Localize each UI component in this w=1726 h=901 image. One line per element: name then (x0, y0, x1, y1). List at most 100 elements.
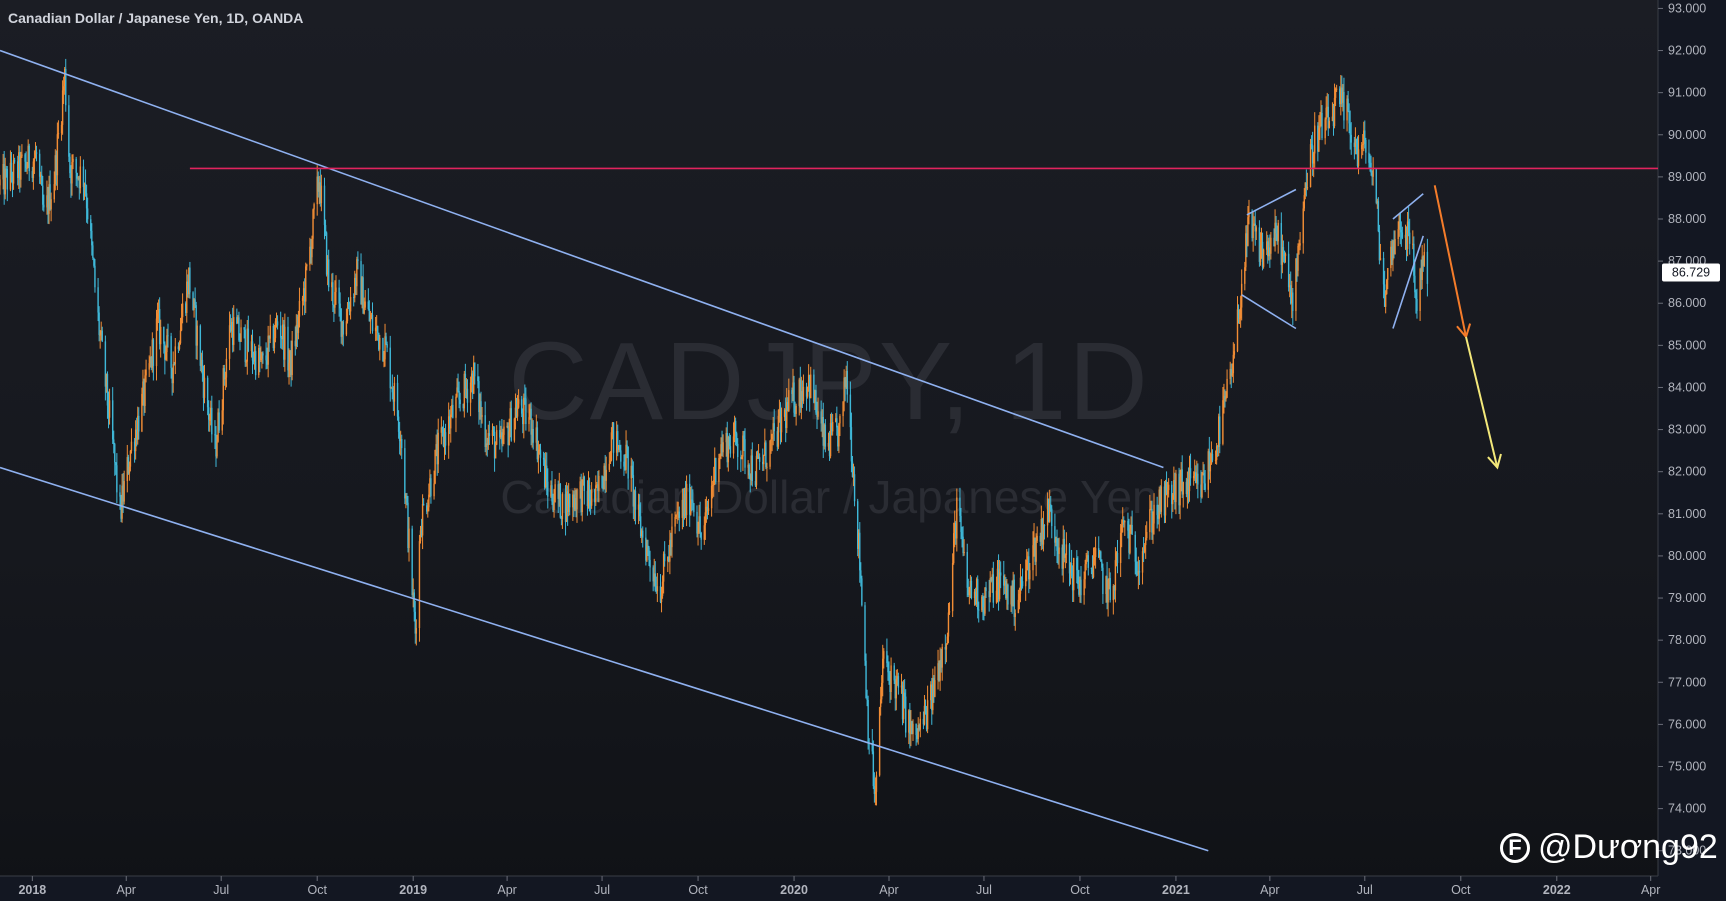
candle-body (1254, 223, 1256, 232)
candle-body (967, 587, 969, 596)
candle-body (1239, 307, 1242, 319)
candle-body (531, 428, 533, 435)
candle-body (214, 434, 216, 436)
candle-body (1027, 556, 1029, 561)
candle-body (1012, 579, 1014, 607)
candle-body (975, 579, 978, 605)
candle-body (159, 326, 162, 345)
candle-body (1048, 504, 1051, 522)
candle-body (835, 418, 837, 422)
candle-body (800, 391, 803, 408)
candle-body (875, 775, 878, 792)
author-badge: F @Dương92 (1500, 828, 1718, 867)
candle-body (513, 418, 516, 441)
candle-body (501, 432, 503, 444)
candle-body (1347, 98, 1349, 111)
candle-body (675, 514, 677, 518)
candle-body (795, 405, 797, 414)
candle-body (121, 485, 123, 519)
candle-body (557, 484, 559, 499)
candle-body (1214, 459, 1217, 461)
candle-body (155, 318, 158, 367)
candle-body (492, 429, 495, 432)
candle-body (1164, 481, 1167, 516)
candle-body (703, 525, 706, 540)
candle-body (1116, 553, 1119, 563)
candle-body (645, 537, 647, 561)
candle-body (539, 449, 542, 458)
candle-body (1011, 586, 1013, 607)
candle-body (1200, 484, 1202, 498)
candle-body (1397, 229, 1399, 240)
candle-body (873, 786, 876, 794)
candle-body (35, 152, 38, 154)
candle-body (711, 485, 714, 487)
candle-body (1167, 484, 1170, 491)
author-name: @Dương92 (1538, 828, 1718, 866)
candle-body (76, 172, 78, 179)
candle-body (1204, 483, 1206, 490)
candle-body (1324, 119, 1326, 139)
candle-body (187, 281, 189, 295)
candle-body (652, 567, 654, 582)
x-tick-label: Oct (1451, 883, 1471, 897)
candle-body (676, 512, 678, 515)
candle-body (463, 373, 466, 409)
candle-body (189, 267, 191, 293)
candle-body (985, 587, 987, 592)
candle-body (305, 266, 307, 302)
candle-body (1273, 237, 1275, 247)
candle-body (130, 441, 133, 451)
candle-body (1394, 239, 1396, 255)
candle-body (569, 494, 571, 508)
candle-body (193, 299, 195, 310)
candle-body (123, 481, 125, 502)
candle-body (991, 574, 993, 581)
candle-body (19, 152, 21, 180)
candle-body (603, 465, 605, 490)
candle-body (224, 377, 227, 380)
candle-body (339, 303, 341, 309)
candle-body (320, 185, 323, 204)
candle-body (368, 308, 371, 322)
candle-body (1159, 489, 1161, 512)
candle-body (82, 166, 85, 187)
projection-arrow (1465, 336, 1499, 468)
candle-body (874, 791, 877, 794)
candle-body (1057, 550, 1059, 554)
candle-body (1216, 446, 1219, 448)
candle-body (656, 586, 659, 592)
candle-body (725, 432, 727, 443)
candle-body (1320, 112, 1322, 127)
candle-body (65, 68, 67, 106)
candle-body (150, 356, 152, 368)
candle-body (1039, 535, 1041, 542)
y-tick-label: 76.000 (1668, 717, 1706, 731)
candle-body (1277, 222, 1279, 242)
candle-body (1255, 227, 1257, 232)
candle-body (1290, 285, 1292, 304)
candle-body (1280, 222, 1283, 265)
candle-body (1036, 535, 1038, 541)
candle-body (479, 401, 481, 413)
candle-body (418, 541, 421, 629)
candle-body (145, 369, 147, 376)
candle-body (104, 341, 107, 387)
candle-body (485, 443, 487, 448)
candle-body (85, 193, 88, 209)
candle-body (1305, 182, 1308, 189)
candle-body (1180, 469, 1182, 477)
candle-body (837, 427, 839, 447)
candle-body (196, 325, 198, 346)
candle-body (896, 676, 899, 680)
candle-body (297, 316, 300, 333)
y-tick-label: 92.000 (1668, 44, 1706, 58)
candle-body (772, 423, 774, 434)
candle-body (696, 511, 698, 534)
candle-body (1064, 555, 1067, 558)
candle-body (853, 474, 856, 502)
author-logo-icon: F (1500, 832, 1530, 863)
candle-body (298, 300, 301, 317)
